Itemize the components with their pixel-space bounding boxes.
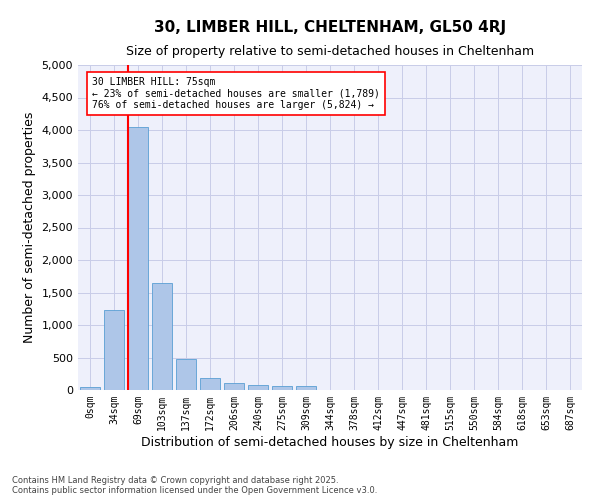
Bar (200, 378, 220, 390)
Text: Contains HM Land Registry data © Crown copyright and database right 2025.
Contai: Contains HM Land Registry data © Crown c… (12, 476, 377, 495)
Bar (272, 386, 292, 390)
Text: Size of property relative to semi-detached houses in Cheltenham: Size of property relative to semi-detach… (126, 45, 534, 58)
Bar (224, 383, 244, 390)
Text: 30 LIMBER HILL: 75sqm
← 23% of semi-detached houses are smaller (1,789)
76% of s: 30 LIMBER HILL: 75sqm ← 23% of semi-deta… (92, 76, 380, 110)
Bar (128, 126, 148, 390)
Bar (152, 284, 172, 390)
Y-axis label: Number of semi-detached properties: Number of semi-detached properties (23, 112, 36, 343)
Bar (176, 359, 196, 390)
Bar (104, 310, 124, 390)
Bar (80, 387, 100, 390)
Text: 30, LIMBER HILL, CHELTENHAM, GL50 4RJ: 30, LIMBER HILL, CHELTENHAM, GL50 4RJ (154, 20, 506, 35)
X-axis label: Distribution of semi-detached houses by size in Cheltenham: Distribution of semi-detached houses by … (142, 436, 518, 448)
Bar (296, 386, 316, 390)
Bar (248, 385, 268, 390)
